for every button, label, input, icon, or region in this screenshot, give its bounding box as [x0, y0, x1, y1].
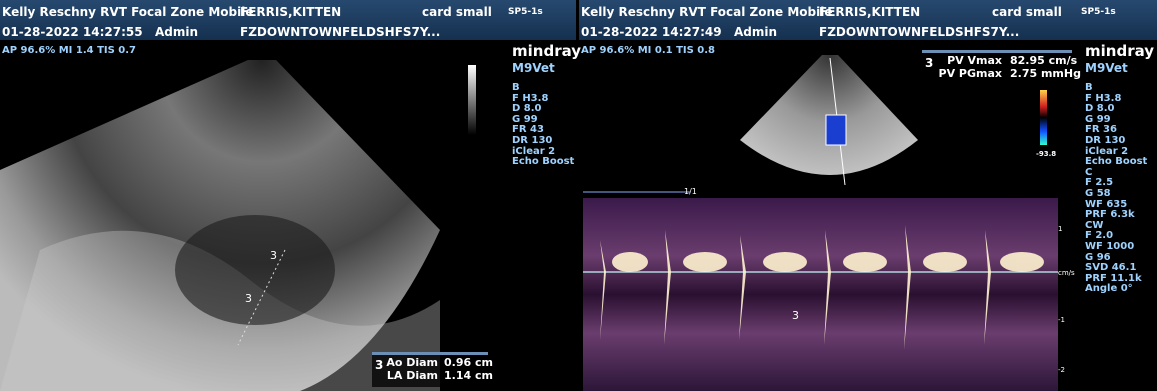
measure-value: 1.14 cm [444, 369, 493, 382]
param: F 2.0 [1085, 230, 1114, 242]
patient: FERRIS,KITTEN [819, 5, 921, 19]
model: M9Vet [1085, 61, 1128, 75]
param: Echo Boost [512, 156, 575, 168]
measure-label: PV Vmax [947, 54, 1002, 67]
param: iClear 2 [512, 145, 556, 157]
param: G 99 [512, 113, 538, 125]
operator: Kelly Reschny RVT Focal Zone Mobile [581, 5, 833, 19]
param: B [1085, 82, 1093, 93]
measure-value: 0.96 cm [444, 356, 493, 369]
param: FR 36 [1085, 124, 1117, 136]
sweep-label: 1/1 [684, 187, 697, 196]
param: D 8.0 [512, 103, 542, 115]
param: Angle 0° [1085, 283, 1133, 295]
param: D 8.0 [1085, 103, 1115, 115]
probe: SP5-1s [508, 7, 543, 17]
preset: card small [992, 5, 1062, 19]
measure-label: LA Diam [386, 369, 438, 382]
header-bar [579, 0, 1157, 40]
preset: card small [422, 5, 492, 19]
param: CW [1085, 219, 1104, 231]
model: M9Vet [512, 61, 555, 75]
doppler-scale: -1 [1058, 316, 1065, 324]
param: G 58 [1085, 188, 1111, 199]
param: PRF 11.1k [1085, 272, 1142, 284]
param: SVD 46.1 [1085, 262, 1137, 274]
param: PRF 6.3k [1085, 209, 1135, 221]
param: Echo Boost [1085, 156, 1148, 168]
acoustic: AP 96.6% MI 0.1 TIS 0.8 [581, 45, 716, 56]
acoustic: AP 96.6% MI 1.4 TIS 0.7 [2, 45, 137, 56]
operator: Kelly Reschny RVT Focal Zone Mobile [2, 5, 254, 19]
doppler-scale: cm/s [1058, 269, 1075, 277]
measure-label: Ao Diam [386, 356, 438, 369]
measure-index: 3 [375, 358, 384, 372]
caliper-marker: 3 [245, 292, 252, 305]
param: F 2.5 [1085, 177, 1114, 189]
param: DR 130 [512, 135, 553, 146]
measure-value: 82.95 cm/s [1010, 54, 1078, 67]
doppler-scale: 1 [1058, 225, 1063, 233]
measure-value: 2.75 mmHg [1010, 67, 1081, 80]
measure-index: 3 [925, 56, 934, 70]
param: iClear 2 [1085, 145, 1129, 157]
doppler-scale: -2 [1058, 366, 1065, 374]
caliper-marker: 3 [270, 249, 277, 262]
probe: SP5-1s [1081, 7, 1116, 17]
param: G 96 [1085, 251, 1111, 263]
user: Admin [734, 25, 778, 39]
param: F H3.8 [512, 92, 549, 104]
facility: FZDOWNTOWNFELDSHFS7Y... [240, 25, 441, 39]
header-bar [0, 0, 576, 40]
color-scale-min: -93.8 [1036, 150, 1057, 158]
param: DR 130 [1085, 135, 1126, 146]
brand: mindray [512, 42, 582, 60]
user: Admin [155, 25, 199, 39]
param: WF 635 [1085, 198, 1128, 210]
param: FR 43 [512, 124, 544, 136]
datetime: 01-28-2022 14:27:49 [581, 25, 722, 39]
param: F H3.8 [1085, 92, 1122, 104]
datetime: 01-28-2022 14:27:55 [2, 25, 143, 39]
measure-label: PV PGmax [938, 67, 1002, 80]
param: WF 1000 [1085, 241, 1135, 252]
measurement-box [372, 352, 488, 387]
brand: mindray [1085, 42, 1155, 60]
patient: FERRIS,KITTEN [240, 5, 342, 19]
param: B [512, 82, 520, 93]
param: C [1085, 166, 1093, 178]
facility: FZDOWNTOWNFELDSHFS7Y... [819, 25, 1020, 39]
doppler-spectrum [583, 198, 1058, 391]
measurement-box [922, 50, 1072, 85]
caliper-marker: 3 [792, 309, 799, 322]
param: G 99 [1085, 113, 1111, 125]
